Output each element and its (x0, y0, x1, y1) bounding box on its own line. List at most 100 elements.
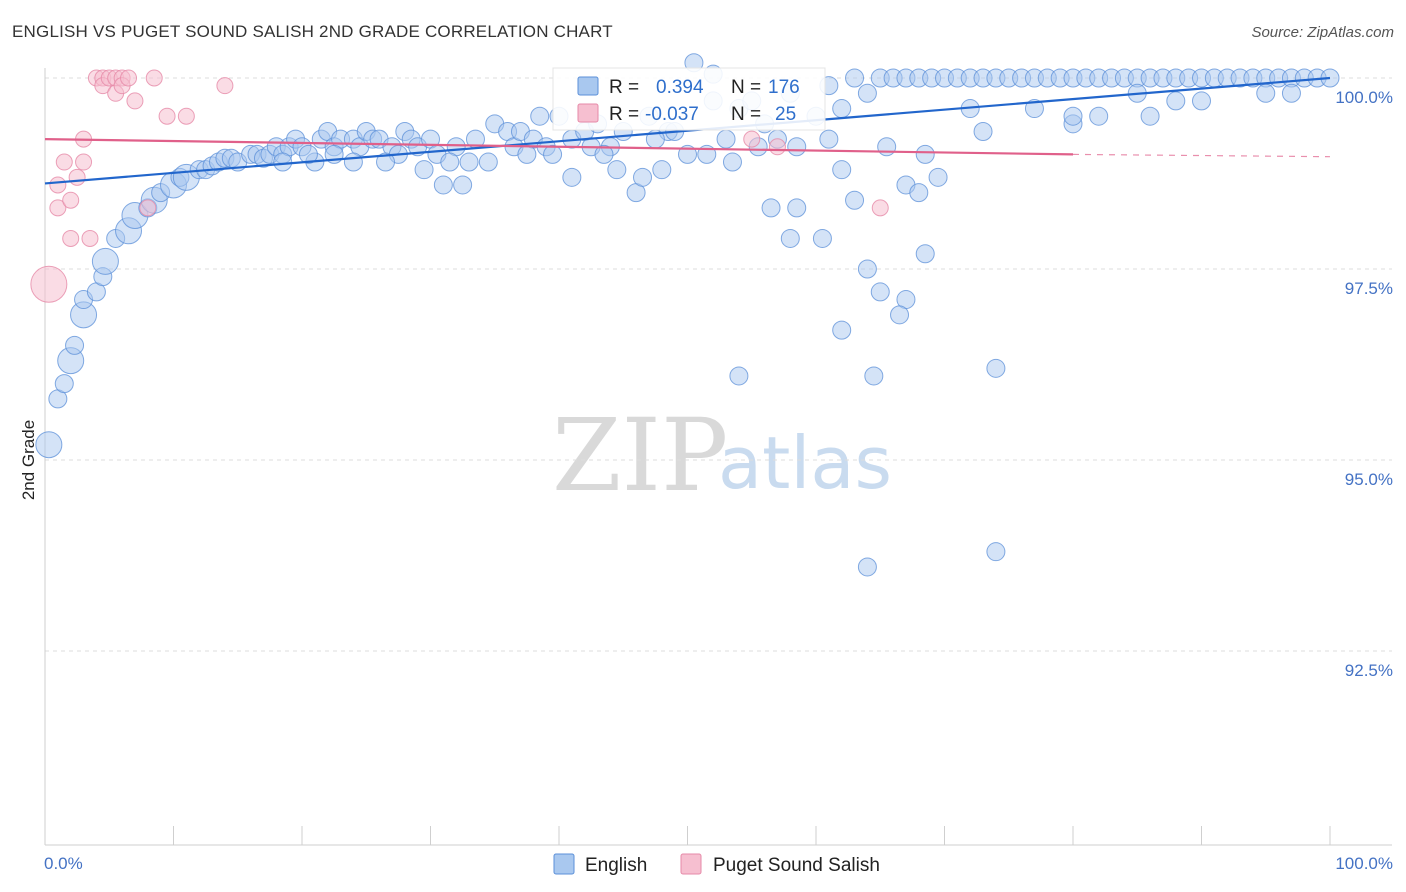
watermark: ZIP atlas (552, 397, 892, 514)
english-point (91, 247, 119, 275)
english-point (857, 259, 877, 279)
english-point (722, 152, 742, 172)
english-point (1192, 91, 1211, 111)
english-point (1166, 91, 1186, 111)
english-point (530, 106, 550, 126)
stats-legend: R = 0.394 N = 176 R = -0.037 N = 25 (552, 67, 826, 131)
salish-point (177, 107, 195, 125)
english-point (543, 144, 563, 164)
english-point (812, 228, 832, 248)
english-point (787, 137, 807, 157)
english-point (343, 152, 363, 172)
salish-point (126, 92, 144, 110)
salish-point (81, 229, 99, 247)
salish-point (145, 69, 163, 87)
salish-point (49, 199, 67, 217)
salish-point (216, 77, 234, 95)
x-tick-label: 0.0% (44, 854, 83, 873)
english-point (298, 144, 318, 164)
source-label: Source: ZipAtlas.com (1251, 24, 1394, 41)
salish-r-label: R = (609, 104, 639, 125)
salish-point (68, 168, 86, 186)
watermark-atlas: atlas (718, 421, 892, 505)
english-point (433, 175, 453, 195)
salish-point (49, 176, 67, 194)
english-point (909, 183, 929, 203)
y-tick-label: 100.0% (1335, 88, 1393, 107)
english-point (1281, 83, 1301, 103)
english-point (928, 167, 948, 187)
english-trendline (44, 76, 1331, 185)
english-bottom-swatch (553, 853, 575, 875)
salish-legend-swatch (577, 103, 599, 123)
english-point (65, 335, 85, 355)
salish-point (62, 229, 80, 247)
english-n-label: N = (731, 77, 761, 98)
english-point (453, 175, 473, 195)
salish-point (871, 199, 889, 217)
salish-point (30, 265, 68, 303)
english-point (845, 68, 865, 88)
english-point (832, 99, 852, 119)
english-point (973, 121, 993, 141)
english-n-value: 176 (768, 77, 800, 98)
y-tick-label: 92.5% (1345, 661, 1393, 680)
salish-point (62, 191, 80, 209)
english-point (414, 160, 434, 180)
english-r-value: 0.394 (656, 77, 704, 98)
english-legend-label: English (585, 855, 647, 876)
english-r-label: R = (609, 77, 639, 98)
english-point (787, 198, 807, 218)
english-point (273, 152, 293, 172)
salish-point (55, 153, 73, 171)
english-point (761, 198, 781, 218)
english-point (716, 129, 736, 149)
salish-point (743, 130, 761, 148)
english-point (376, 152, 396, 172)
english-point (633, 167, 653, 187)
english-point (780, 228, 800, 248)
english-point (870, 282, 890, 302)
salish-trendline (44, 138, 1074, 156)
english-point (857, 557, 877, 577)
salish-point (158, 107, 176, 125)
english-point (440, 152, 460, 172)
english-point (890, 305, 910, 325)
english-point (729, 366, 749, 386)
english-point (54, 374, 74, 394)
english-point (1140, 106, 1160, 126)
salish-point (75, 153, 93, 171)
salish-points (30, 69, 889, 303)
salish-r-value: -0.037 (645, 104, 699, 125)
english-point (986, 358, 1006, 378)
salish-legend-label: Puget Sound Salish (713, 855, 880, 876)
y-tick-label: 97.5% (1345, 279, 1393, 298)
english-point (915, 144, 935, 164)
trendlines (44, 76, 1331, 185)
english-point (845, 190, 865, 210)
english-point (832, 160, 852, 180)
salish-point (768, 138, 786, 156)
english-point (832, 320, 852, 340)
tick-labels: 100.0% 97.5% 95.0% 92.5% 0.0% 100.0% (44, 88, 1393, 873)
watermark-zip: ZIP (552, 397, 728, 514)
chart-title: ENGLISH VS PUGET SOUND SALISH 2ND GRADE … (12, 22, 613, 41)
english-point (1024, 99, 1044, 119)
salish-n-value: 25 (775, 104, 796, 125)
english-point (459, 152, 479, 172)
y-tick-label: 95.0% (1345, 470, 1393, 489)
english-point (35, 431, 63, 459)
salish-trendline-extension (1072, 153, 1331, 158)
english-point (1256, 83, 1276, 103)
english-point (607, 160, 627, 180)
english-legend-swatch (577, 76, 599, 96)
english-point (478, 152, 498, 172)
english-point (652, 160, 672, 180)
y-axis-label: 2nd Grade (19, 420, 38, 500)
english-point (517, 144, 537, 164)
salish-point (139, 199, 157, 217)
english-point (864, 366, 884, 386)
english-point (562, 167, 582, 187)
salish-point (120, 69, 138, 87)
